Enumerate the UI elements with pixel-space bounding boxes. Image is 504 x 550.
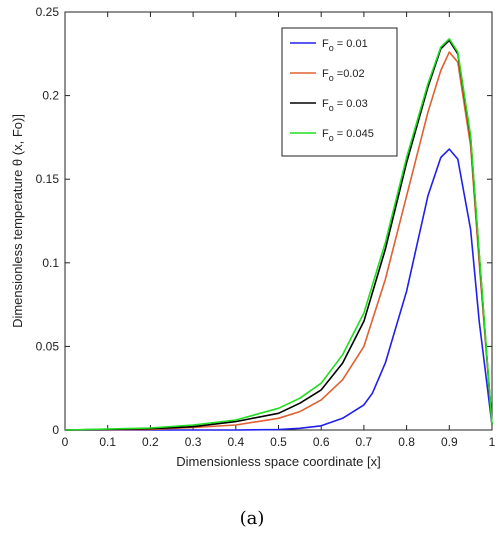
- series-line-1: [65, 148, 493, 431]
- x-tick-label: 0.2: [142, 435, 159, 449]
- x-tick-label: 0: [62, 435, 69, 449]
- y-tick-label: 0.15: [36, 172, 60, 186]
- x-tick-label: 0.7: [356, 435, 373, 449]
- y-tick-label: 0.25: [36, 5, 60, 19]
- y-tick-label: 0.1: [42, 256, 59, 270]
- x-tick-label: 0.8: [398, 435, 415, 449]
- plot-area: [64, 11, 493, 431]
- legend-label-2: Fo =0.02: [322, 68, 365, 83]
- line-chart: 0 0.1 0.2 0.3 0.4 0.5 0.6 0.7 0.8 0.9 1 0 0.05 0.1 0.1…: [10, 5, 496, 469]
- y-tick-label: 0: [52, 423, 59, 437]
- y-axis-label: Dimensionless temperature θ (x, Fo)]: [10, 114, 25, 328]
- y-tick-label: 0.2: [42, 89, 59, 103]
- x-tick-label: 0.4: [227, 435, 244, 449]
- x-tick-label: 0.5: [270, 435, 287, 449]
- x-axis-label: Dimensionless space coordinate [x]: [176, 454, 381, 469]
- x-tick-label: 0.1: [99, 435, 116, 449]
- y-tick-label: 0.05: [36, 339, 60, 353]
- x-tick-label: 0.3: [185, 435, 202, 449]
- legend-box: [281, 27, 398, 157]
- x-tick-label: 0.9: [441, 435, 458, 449]
- series-line-2: [64, 51, 493, 431]
- legend-label-1: Fo = 0.01: [322, 38, 368, 53]
- x-tick-label: 1: [489, 435, 496, 449]
- legend-label-4: Fo = 0.045: [322, 128, 374, 143]
- legend-label-3: Fo = 0.03: [322, 98, 368, 113]
- series-line-4: [64, 37, 493, 431]
- figure-caption: (a): [239, 508, 265, 529]
- x-tick-label: 0.6: [313, 435, 330, 449]
